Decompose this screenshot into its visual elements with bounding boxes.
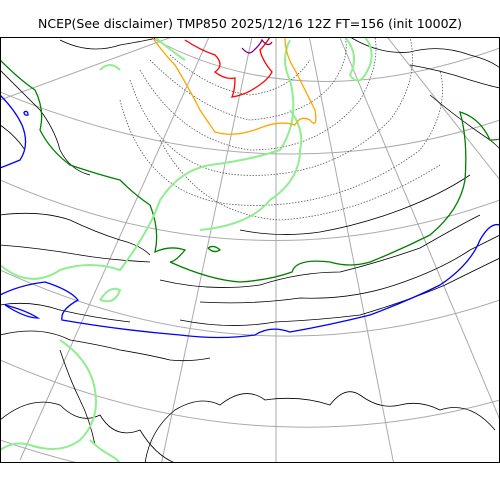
coastline — [0, 69, 91, 176]
coastline — [0, 330, 211, 362]
meridian-line — [160, 37, 253, 463]
coastlines — [0, 37, 500, 463]
meridian-line — [386, 37, 500, 181]
contour-orange — [151, 37, 317, 135]
isotherm — [149, 37, 347, 121]
coastline — [159, 214, 481, 288]
coastline — [239, 174, 471, 235]
coastline — [0, 401, 176, 463]
isotherm — [169, 54, 311, 96]
meridian-line — [308, 37, 395, 463]
contour-light-green — [0, 339, 97, 451]
coastline — [59, 37, 161, 50]
meridian-line — [19, 37, 210, 461]
isotherm — [129, 37, 413, 176]
coastline — [0, 302, 131, 323]
contour-blue — [23, 110, 29, 116]
latitude-line — [0, 91, 500, 155]
contours-light-green — [0, 37, 373, 463]
coastline — [0, 124, 26, 151]
contour-red — [184, 37, 273, 98]
meridian-line — [339, 37, 500, 421]
contour-light-green — [199, 109, 303, 231]
contour-blue — [0, 94, 27, 169]
coastline — [59, 349, 96, 446]
graticule-latitudes — [0, 37, 500, 463]
contour-light-green — [154, 37, 186, 61]
isotherm — [139, 37, 377, 151]
contour-blue — [4, 304, 41, 319]
isotherm — [119, 69, 443, 206]
latitude-line — [0, 269, 500, 337]
contour-purple — [241, 38, 273, 54]
latitude-line — [0, 439, 80, 463]
coastline — [144, 391, 496, 463]
latitude-line — [149, 37, 500, 82]
coastline — [349, 37, 500, 69]
meridian-line — [0, 37, 174, 101]
contour-light-green — [99, 287, 122, 303]
isotherms-dotted — [119, 37, 443, 221]
latitude-line — [0, 359, 500, 428]
isotherm — [159, 139, 441, 221]
coastline — [199, 234, 500, 304]
contour-light-green — [89, 439, 121, 463]
map-title: NCEP(See disclaimer) TMP850 2025/12/16 1… — [38, 16, 462, 31]
graticule-meridians — [0, 37, 500, 463]
contour-dark-green — [207, 245, 222, 253]
coastline — [179, 257, 500, 326]
contour-light-green — [344, 37, 373, 82]
contours-blue — [0, 94, 500, 339]
latitude-line — [0, 179, 500, 241]
contour-light-green — [99, 64, 121, 71]
contour-light-green — [0, 39, 295, 280]
contour-blue — [0, 223, 500, 339]
map-frame — [0, 37, 500, 463]
contour-dark-green — [0, 59, 500, 283]
coastline — [409, 64, 500, 89]
